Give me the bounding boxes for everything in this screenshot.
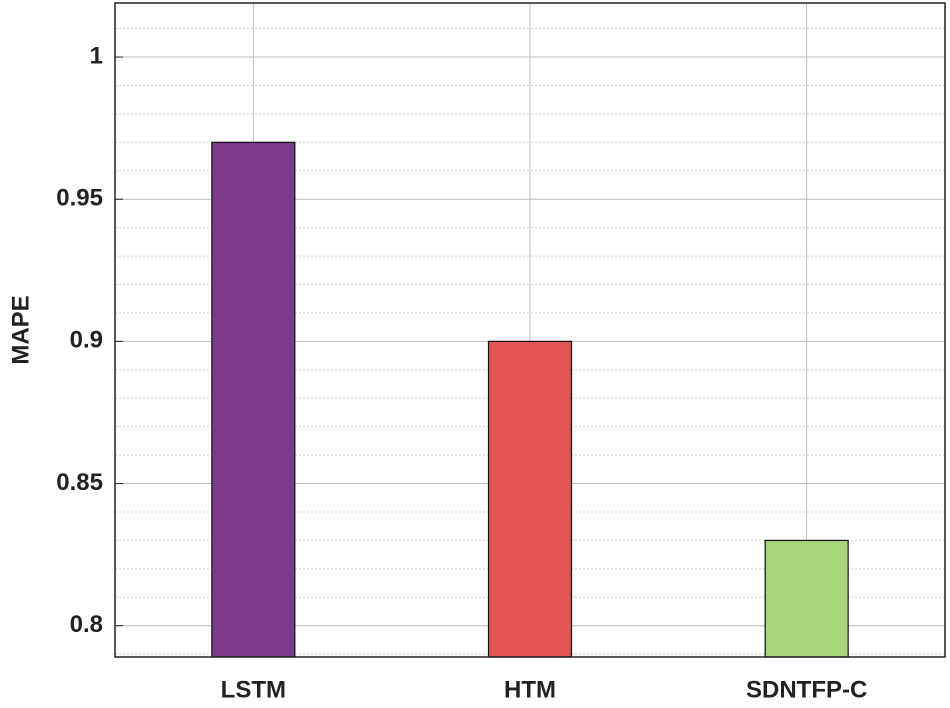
bar — [487, 340, 573, 658]
y-tick-label: 0.85 — [56, 469, 103, 496]
y-tick-label: 0.9 — [70, 327, 103, 354]
y-tick-label: 0.8 — [70, 611, 103, 638]
plot-frame — [114, 2, 946, 658]
bar — [211, 141, 296, 658]
x-tick-label: SDNTFP-C — [746, 676, 867, 703]
y-axis-label: MAPE — [7, 295, 34, 364]
bar — [764, 539, 849, 658]
x-tick-label: HTM — [504, 676, 556, 703]
y-tick-label: 0.95 — [56, 185, 103, 212]
x-tick-label: LSTM — [221, 676, 286, 703]
y-tick-label: 1 — [90, 42, 103, 69]
